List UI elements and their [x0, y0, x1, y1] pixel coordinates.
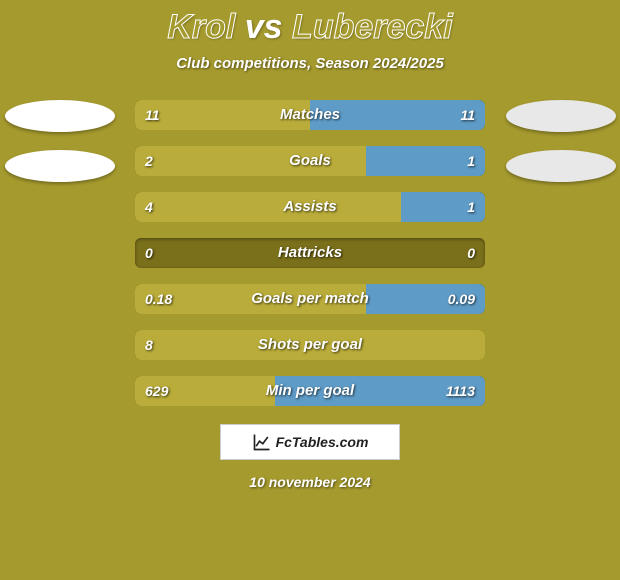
stat-bars: 11Matches112Goals14Assists10Hattricks00.… — [135, 100, 485, 406]
stat-label: Min per goal — [135, 376, 485, 406]
source-badge-text: FcTables.com — [276, 434, 369, 450]
stat-value-right: 11 — [460, 100, 475, 130]
stat-row: 2Goals1 — [135, 146, 485, 176]
stat-row: 0.18Goals per match0.09 — [135, 284, 485, 314]
stat-label: Matches — [135, 100, 485, 130]
stat-value-right: 0.09 — [448, 284, 475, 314]
stat-row: 0Hattricks0 — [135, 238, 485, 268]
source-badge: FcTables.com — [220, 424, 400, 460]
footer-date: 10 november 2024 — [0, 474, 620, 490]
title-player1: Krol — [167, 8, 235, 46]
subtitle: Club competitions, Season 2024/2025 — [0, 55, 620, 72]
stat-value-right: 1113 — [446, 376, 475, 406]
stat-value-right: 1 — [467, 146, 475, 176]
club-crest — [506, 150, 616, 182]
stat-value-right: 1 — [467, 192, 475, 222]
title-player2: Luberecki — [292, 8, 453, 46]
stat-row: 629Min per goal1113 — [135, 376, 485, 406]
club-crest — [5, 100, 115, 132]
stat-row: 11Matches11 — [135, 100, 485, 130]
chart-icon — [252, 432, 272, 452]
title-vs: vs — [245, 8, 283, 46]
page-title: Krol vs Luberecki — [0, 0, 620, 47]
stat-label: Hattricks — [135, 238, 485, 268]
stat-row: 4Assists1 — [135, 192, 485, 222]
stats-area: 11Matches112Goals14Assists10Hattricks00.… — [0, 100, 620, 406]
crest-column-left — [2, 100, 117, 200]
comparison-card: Krol vs Luberecki Club competitions, Sea… — [0, 0, 620, 580]
crest-column-right — [503, 100, 618, 200]
stat-label: Shots per goal — [135, 330, 485, 360]
stat-row: 8Shots per goal — [135, 330, 485, 360]
stat-label: Goals per match — [135, 284, 485, 314]
club-crest — [5, 150, 115, 182]
club-crest — [506, 100, 616, 132]
stat-label: Assists — [135, 192, 485, 222]
stat-value-right: 0 — [467, 238, 475, 268]
stat-label: Goals — [135, 146, 485, 176]
